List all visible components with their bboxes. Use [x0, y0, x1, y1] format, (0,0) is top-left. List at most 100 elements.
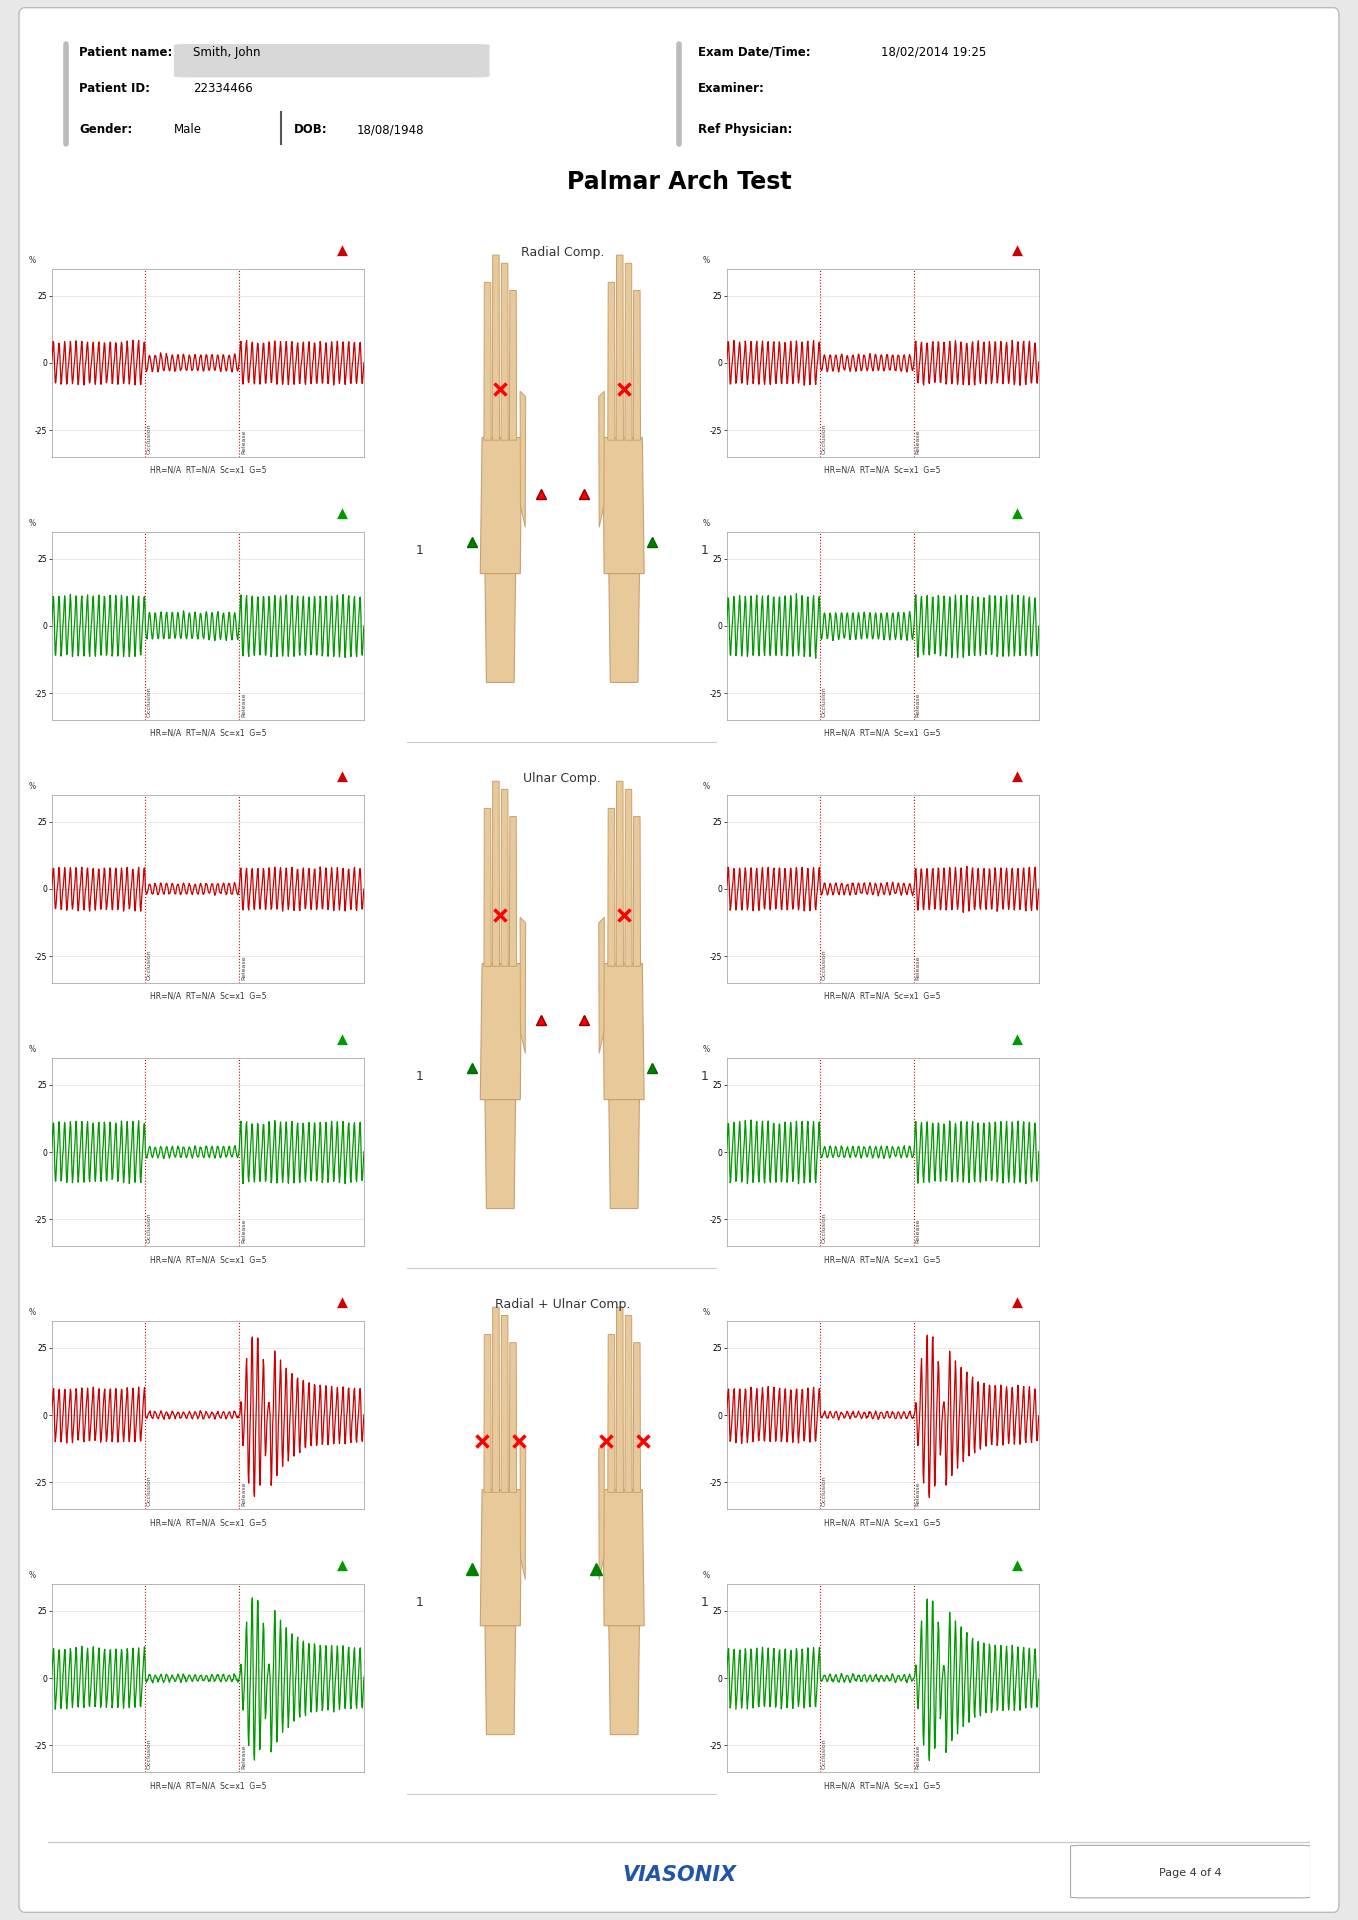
- Text: Occlusion: Occlusion: [822, 950, 827, 981]
- Text: HR=N/A  RT=N/A  Sc=x1  G=5: HR=N/A RT=N/A Sc=x1 G=5: [824, 467, 941, 474]
- Text: DOB:: DOB:: [293, 123, 327, 136]
- Text: 20 s: 20 s: [270, 770, 301, 781]
- Text: %: %: [29, 781, 35, 791]
- Polygon shape: [509, 1342, 516, 1492]
- Text: 22334466: 22334466: [193, 83, 253, 94]
- Text: Page 4 of 4: Page 4 of 4: [1160, 1868, 1222, 1878]
- Text: Occlusion: Occlusion: [147, 687, 152, 718]
- Text: R Digit 5 - Radial + Ulnar Comp.: R Digit 5 - Radial + Ulnar Comp.: [61, 1561, 212, 1569]
- Polygon shape: [625, 1315, 631, 1492]
- Text: 20 s: 20 s: [270, 1559, 301, 1571]
- Polygon shape: [481, 964, 521, 1100]
- Text: Release: Release: [240, 956, 246, 981]
- Text: HR=N/A  RT=N/A  Sc=x1  G=5: HR=N/A RT=N/A Sc=x1 G=5: [149, 467, 266, 474]
- Text: Release: Release: [240, 693, 246, 718]
- Text: 20 s: 20 s: [945, 1559, 976, 1571]
- Text: %: %: [703, 1571, 710, 1580]
- Text: Release: Release: [240, 430, 246, 455]
- Text: HR=N/A  RT=N/A  Sc=x1  G=5: HR=N/A RT=N/A Sc=x1 G=5: [824, 1256, 941, 1263]
- Polygon shape: [608, 1100, 640, 1208]
- Polygon shape: [481, 438, 521, 574]
- Text: R Digit 5 - Radial Comp.: R Digit 5 - Radial Comp.: [61, 509, 174, 516]
- Text: R Digit 1 - Radial + Ulnar Comp.: R Digit 1 - Radial + Ulnar Comp.: [61, 1298, 212, 1306]
- Text: Occlusion: Occlusion: [822, 687, 827, 718]
- Text: HR=N/A  RT=N/A  Sc=x1  G=5: HR=N/A RT=N/A Sc=x1 G=5: [149, 1782, 266, 1789]
- Text: Male: Male: [174, 123, 202, 136]
- Polygon shape: [483, 808, 492, 966]
- Text: 1: 1: [701, 1596, 709, 1609]
- Text: Gender:: Gender:: [79, 123, 132, 136]
- Polygon shape: [617, 255, 623, 440]
- Polygon shape: [501, 263, 508, 440]
- Text: Smith, John: Smith, John: [193, 46, 261, 60]
- Text: Occlusion: Occlusion: [147, 424, 152, 455]
- Text: 1: 1: [701, 543, 709, 557]
- Text: Release: Release: [915, 693, 921, 718]
- Text: Occlusion: Occlusion: [147, 950, 152, 981]
- Text: Palmar Arch Test: Palmar Arch Test: [566, 171, 792, 194]
- Polygon shape: [520, 918, 526, 1054]
- Text: Ulnar Comp.: Ulnar Comp.: [523, 772, 602, 785]
- Text: Occlusion: Occlusion: [822, 1476, 827, 1507]
- Text: Occlusion: Occlusion: [822, 424, 827, 455]
- Polygon shape: [493, 255, 500, 440]
- Text: %: %: [703, 1308, 710, 1317]
- Text: %: %: [703, 255, 710, 265]
- Text: HR=N/A  RT=N/A  Sc=x1  G=5: HR=N/A RT=N/A Sc=x1 G=5: [149, 1256, 266, 1263]
- Text: HR=N/A  RT=N/A  Sc=x1  G=5: HR=N/A RT=N/A Sc=x1 G=5: [149, 993, 266, 1000]
- Polygon shape: [493, 781, 500, 966]
- Polygon shape: [608, 574, 640, 682]
- Text: 20 s: 20 s: [945, 244, 976, 255]
- Polygon shape: [501, 789, 508, 966]
- Text: HR=N/A  RT=N/A  Sc=x1  G=5: HR=N/A RT=N/A Sc=x1 G=5: [824, 1782, 941, 1789]
- Text: 1: 1: [416, 1069, 424, 1083]
- Text: 18/08/1948: 18/08/1948: [357, 123, 425, 136]
- Text: 20 s: 20 s: [270, 244, 301, 255]
- Polygon shape: [483, 1334, 492, 1492]
- Polygon shape: [603, 964, 644, 1100]
- Text: L Digit 5 - Radial + Ulnar Comp.: L Digit 5 - Radial + Ulnar Comp.: [736, 1561, 885, 1569]
- Text: Occlusion: Occlusion: [147, 1213, 152, 1244]
- Polygon shape: [625, 789, 631, 966]
- Text: %: %: [29, 1044, 35, 1054]
- Text: Release: Release: [915, 1219, 921, 1244]
- Text: %: %: [703, 1044, 710, 1054]
- Text: L Digit 5 - Ulnar Comp.: L Digit 5 - Ulnar Comp.: [736, 1035, 843, 1043]
- Text: %: %: [29, 518, 35, 528]
- Polygon shape: [603, 438, 644, 574]
- Text: R Digit 1 - Ulnar Comp.: R Digit 1 - Ulnar Comp.: [61, 772, 170, 780]
- Polygon shape: [633, 290, 641, 440]
- Text: L Digit 5 - Radial Comp.: L Digit 5 - Radial Comp.: [736, 509, 847, 516]
- Polygon shape: [520, 1444, 526, 1580]
- Polygon shape: [509, 816, 516, 966]
- Polygon shape: [608, 282, 615, 440]
- Text: 18/02/2014 19:25: 18/02/2014 19:25: [881, 46, 986, 60]
- Polygon shape: [617, 1308, 623, 1492]
- Text: Release: Release: [915, 956, 921, 981]
- Text: %: %: [29, 1571, 35, 1580]
- Text: Release: Release: [915, 1745, 921, 1770]
- Polygon shape: [625, 263, 631, 440]
- Polygon shape: [509, 290, 516, 440]
- Text: Patient name:: Patient name:: [79, 46, 172, 60]
- Polygon shape: [599, 918, 604, 1054]
- Text: Occlusion: Occlusion: [822, 1740, 827, 1770]
- Text: HR=N/A  RT=N/A  Sc=x1  G=5: HR=N/A RT=N/A Sc=x1 G=5: [824, 993, 941, 1000]
- Text: Examiner:: Examiner:: [698, 83, 765, 94]
- FancyBboxPatch shape: [174, 44, 489, 77]
- Text: VIASONIX: VIASONIX: [622, 1864, 736, 1885]
- Text: Ref Physician:: Ref Physician:: [698, 123, 792, 136]
- Text: Exam Date/Time:: Exam Date/Time:: [698, 46, 811, 60]
- Text: 20 s: 20 s: [945, 1033, 976, 1044]
- Polygon shape: [599, 1444, 604, 1580]
- Polygon shape: [608, 1626, 640, 1734]
- Text: 20 s: 20 s: [945, 770, 976, 781]
- FancyBboxPatch shape: [1070, 1845, 1310, 1897]
- Polygon shape: [481, 1490, 521, 1626]
- Text: %: %: [29, 255, 35, 265]
- Polygon shape: [633, 1342, 641, 1492]
- Text: Occlusion: Occlusion: [147, 1740, 152, 1770]
- Text: 20 s: 20 s: [945, 1296, 976, 1308]
- Polygon shape: [599, 392, 604, 528]
- Text: 20 s: 20 s: [270, 1296, 301, 1308]
